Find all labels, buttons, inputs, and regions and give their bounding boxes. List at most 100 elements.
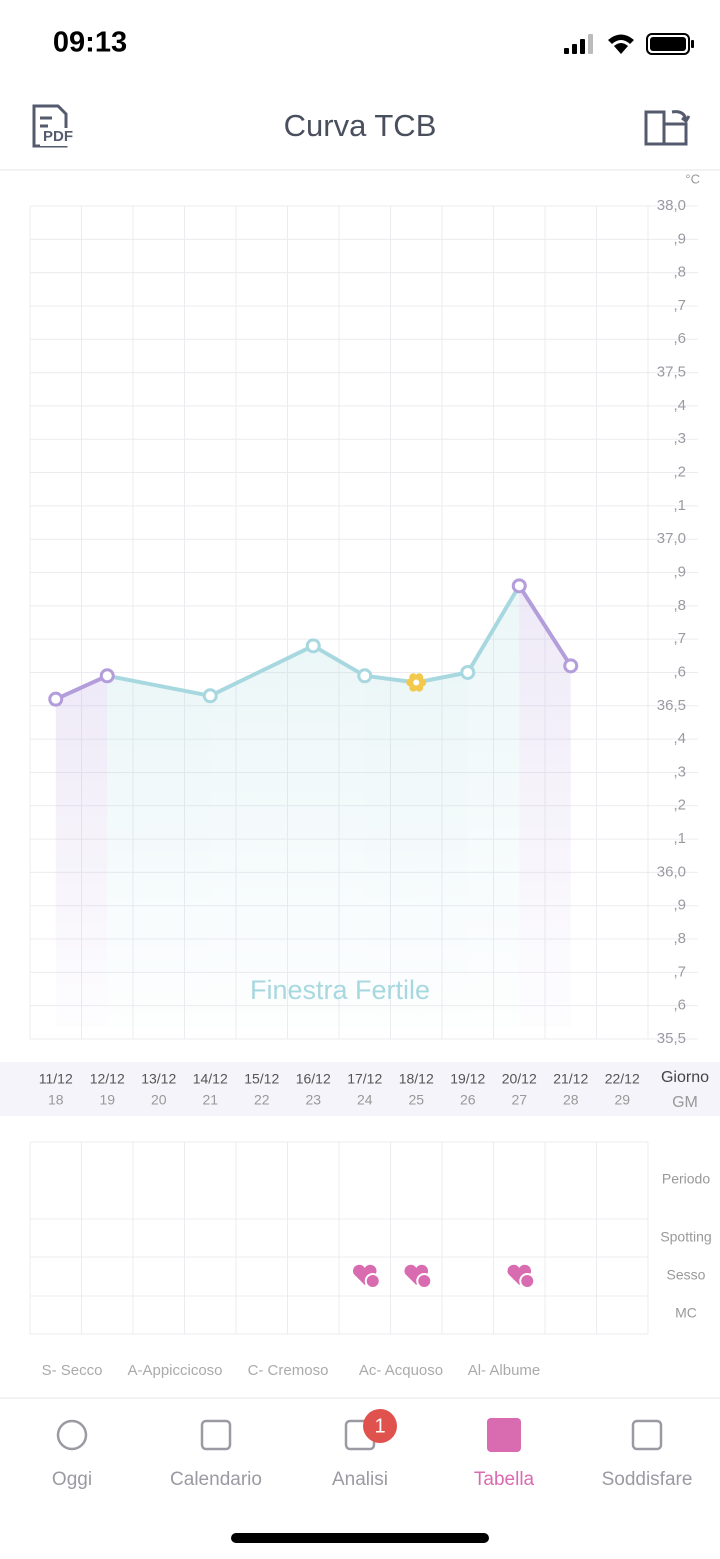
- y-tick-label: ,9: [673, 897, 686, 914]
- x-tick-label: 24: [357, 1092, 373, 1108]
- date-label: 19/12: [450, 1071, 485, 1087]
- y-tick-label: ,6: [673, 330, 686, 347]
- date-label: 22/12: [605, 1071, 640, 1087]
- tab-label: Soddisfare: [602, 1469, 693, 1490]
- area: [107, 675, 211, 1027]
- pill: [519, 1273, 536, 1289]
- sex-icon: [507, 1264, 536, 1289]
- area: [313, 645, 365, 1027]
- petal-center: [413, 679, 420, 686]
- rotate-button[interactable]: [644, 110, 691, 146]
- y-tick-label: ,4: [673, 730, 686, 747]
- pill: [416, 1273, 433, 1289]
- x-tick-label: 20: [151, 1092, 167, 1108]
- y-tick-label: 37,0: [657, 530, 686, 547]
- diary-row-label: Sesso: [667, 1267, 706, 1283]
- y-tick-label: ,4: [673, 397, 686, 414]
- area: [519, 585, 571, 1027]
- area: [210, 645, 314, 1027]
- page-title: Curva TCB: [284, 108, 437, 143]
- date-label: 16/12: [296, 1071, 331, 1087]
- x-tick-label: 22: [254, 1092, 270, 1108]
- y-tick-label: ,8: [673, 264, 686, 281]
- point: [511, 578, 527, 594]
- x-tick-label: 19: [99, 1092, 115, 1108]
- fertile-label: Finestra Fertile: [250, 975, 430, 1005]
- row-label: Giorno: [661, 1069, 709, 1086]
- y-tick-label: 36,5: [657, 697, 686, 714]
- unit-label: °C: [685, 171, 700, 186]
- sex-icon: [404, 1264, 433, 1289]
- status-icons: [564, 33, 694, 55]
- y-tick-label: ,6: [673, 663, 686, 680]
- date-label: 20/12: [502, 1071, 537, 1087]
- tab-item[interactable]: Calendario: [170, 1419, 262, 1490]
- area: [55, 675, 108, 1027]
- x-tick-label: 26: [460, 1092, 476, 1108]
- date-label: 15/12: [244, 1071, 279, 1087]
- tab-label: Analisi: [332, 1469, 388, 1490]
- point: [460, 664, 476, 680]
- petal: [409, 673, 418, 682]
- tab-label: Tabella: [474, 1469, 535, 1490]
- tab-item[interactable]: Soddisfare: [602, 1419, 693, 1490]
- tab-icon: [56, 1419, 88, 1451]
- y-tick-label: ,9: [673, 230, 686, 247]
- y-tick-label: 38,0: [657, 197, 686, 214]
- diary-row-label: Spotting: [660, 1229, 711, 1245]
- y-tick-label: ,2: [673, 464, 686, 481]
- line-segment: [465, 583, 522, 675]
- tab-item[interactable]: Tabella: [474, 1418, 535, 1490]
- line-segment: [208, 643, 316, 698]
- pdf-button[interactable]: PDF: [32, 104, 76, 148]
- y-tick-label: ,3: [673, 430, 686, 447]
- tab-item[interactable]: Oggi: [52, 1419, 92, 1490]
- y-tick-label: ,8: [673, 930, 686, 947]
- y-tick-label: ,1: [673, 830, 686, 847]
- tab-icon: [631, 1419, 663, 1451]
- x-tick-label: 29: [614, 1092, 630, 1108]
- heart: [404, 1264, 429, 1285]
- tab-icon: [487, 1418, 521, 1452]
- petal: [415, 683, 424, 692]
- badge-count: 1: [374, 1415, 385, 1437]
- date-label: 13/12: [141, 1071, 176, 1087]
- petal: [415, 673, 424, 682]
- x-tick-label: 27: [511, 1092, 527, 1108]
- tab-label: Calendario: [170, 1469, 262, 1490]
- sex-icon: [352, 1264, 381, 1289]
- pill: [364, 1273, 381, 1289]
- date-label: 14/12: [193, 1071, 228, 1087]
- y-tick-label: 35,5: [657, 1030, 686, 1047]
- point: [99, 668, 115, 684]
- y-tick-label: ,7: [673, 630, 686, 647]
- home-indicator: [231, 1533, 489, 1543]
- ovulation-marker: [406, 673, 427, 692]
- mucus-legend: Al- Albume: [468, 1362, 541, 1379]
- y-tick-label: ,2: [673, 797, 686, 814]
- x-tick-label: 21: [202, 1092, 218, 1108]
- y-tick-label: ,7: [673, 963, 686, 980]
- tab-icon: [200, 1419, 232, 1451]
- line-segment: [105, 673, 213, 698]
- y-tick-label: ,1: [673, 497, 686, 514]
- point: [202, 688, 218, 704]
- y-tick-label: ,9: [673, 563, 686, 580]
- date-row-bg: [0, 1062, 720, 1116]
- area: [416, 672, 468, 1027]
- date-label: 18/12: [399, 1071, 434, 1087]
- point: [305, 638, 321, 654]
- mucus-legend: S- Secco: [42, 1362, 103, 1379]
- area: [467, 585, 520, 1027]
- heart: [352, 1264, 377, 1285]
- pdf-label: PDF: [43, 128, 73, 145]
- area: [364, 675, 417, 1027]
- date-label: 11/12: [39, 1071, 73, 1087]
- line-segment: [517, 583, 573, 668]
- point: [563, 658, 579, 674]
- x-tick-label: 25: [408, 1092, 424, 1108]
- badge: [363, 1409, 397, 1443]
- y-tick-label: ,6: [673, 997, 686, 1014]
- y-tick-label: ,3: [673, 763, 686, 780]
- point: [48, 691, 64, 707]
